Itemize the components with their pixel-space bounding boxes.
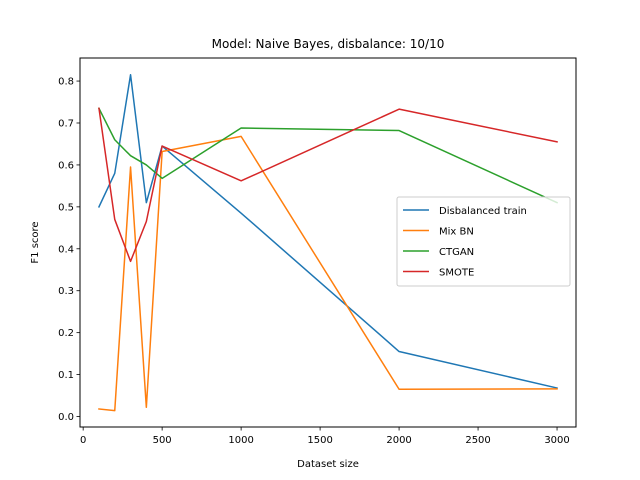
- y-tick-label: 0.7: [58, 118, 74, 129]
- y-tick-label: 0.1: [58, 370, 74, 381]
- legend-box: [396, 196, 571, 287]
- x-tick-label: 3000: [544, 435, 569, 446]
- y-tick-label: 0.4: [58, 244, 74, 255]
- y-tick-label: 0.2: [58, 328, 74, 339]
- y-axis-label: F1 score: [30, 221, 41, 263]
- x-tick-label: 2500: [465, 435, 490, 446]
- legend-label-1: Mix BN: [439, 227, 474, 238]
- y-tick-label: 0.5: [58, 202, 74, 213]
- y-axis: 0.0 0.1 0.2 0.3 0.4 0.5 0.6 0.7 0.8: [58, 77, 80, 423]
- plot-frame: [79, 57, 577, 428]
- plot-lines: [97, 74, 559, 412]
- y-tick-label: 0.0: [58, 412, 74, 423]
- chart-title: Model: Naive Bayes, disbalance: 10/10: [212, 37, 445, 51]
- y-tick-label: 0.8: [58, 77, 74, 88]
- legend-label-2: CTGAN: [439, 247, 474, 258]
- series-line-1: [98, 135, 558, 412]
- legend-label-0: Disbalanced train: [439, 206, 527, 217]
- legend-label-3: SMOTE: [439, 268, 474, 279]
- x-axis: 0 500 1000 1500 2000 2500 3000: [80, 427, 570, 446]
- y-tick-label: 0.6: [58, 160, 74, 171]
- series-line-2: [97, 107, 559, 204]
- x-tick-label: 1000: [228, 435, 253, 446]
- y-tick-label: 0.3: [58, 286, 74, 297]
- x-tick-label: 500: [153, 435, 172, 446]
- series-line-3: [98, 107, 558, 263]
- legend: Disbalanced train Mix BN CTGAN SMOTE: [396, 196, 571, 287]
- x-axis-label: Dataset size: [297, 459, 359, 470]
- x-tick-label: 1500: [307, 435, 332, 446]
- x-tick-label: 0: [80, 435, 86, 446]
- x-tick-label: 2000: [386, 435, 411, 446]
- series-line-0: [97, 74, 558, 389]
